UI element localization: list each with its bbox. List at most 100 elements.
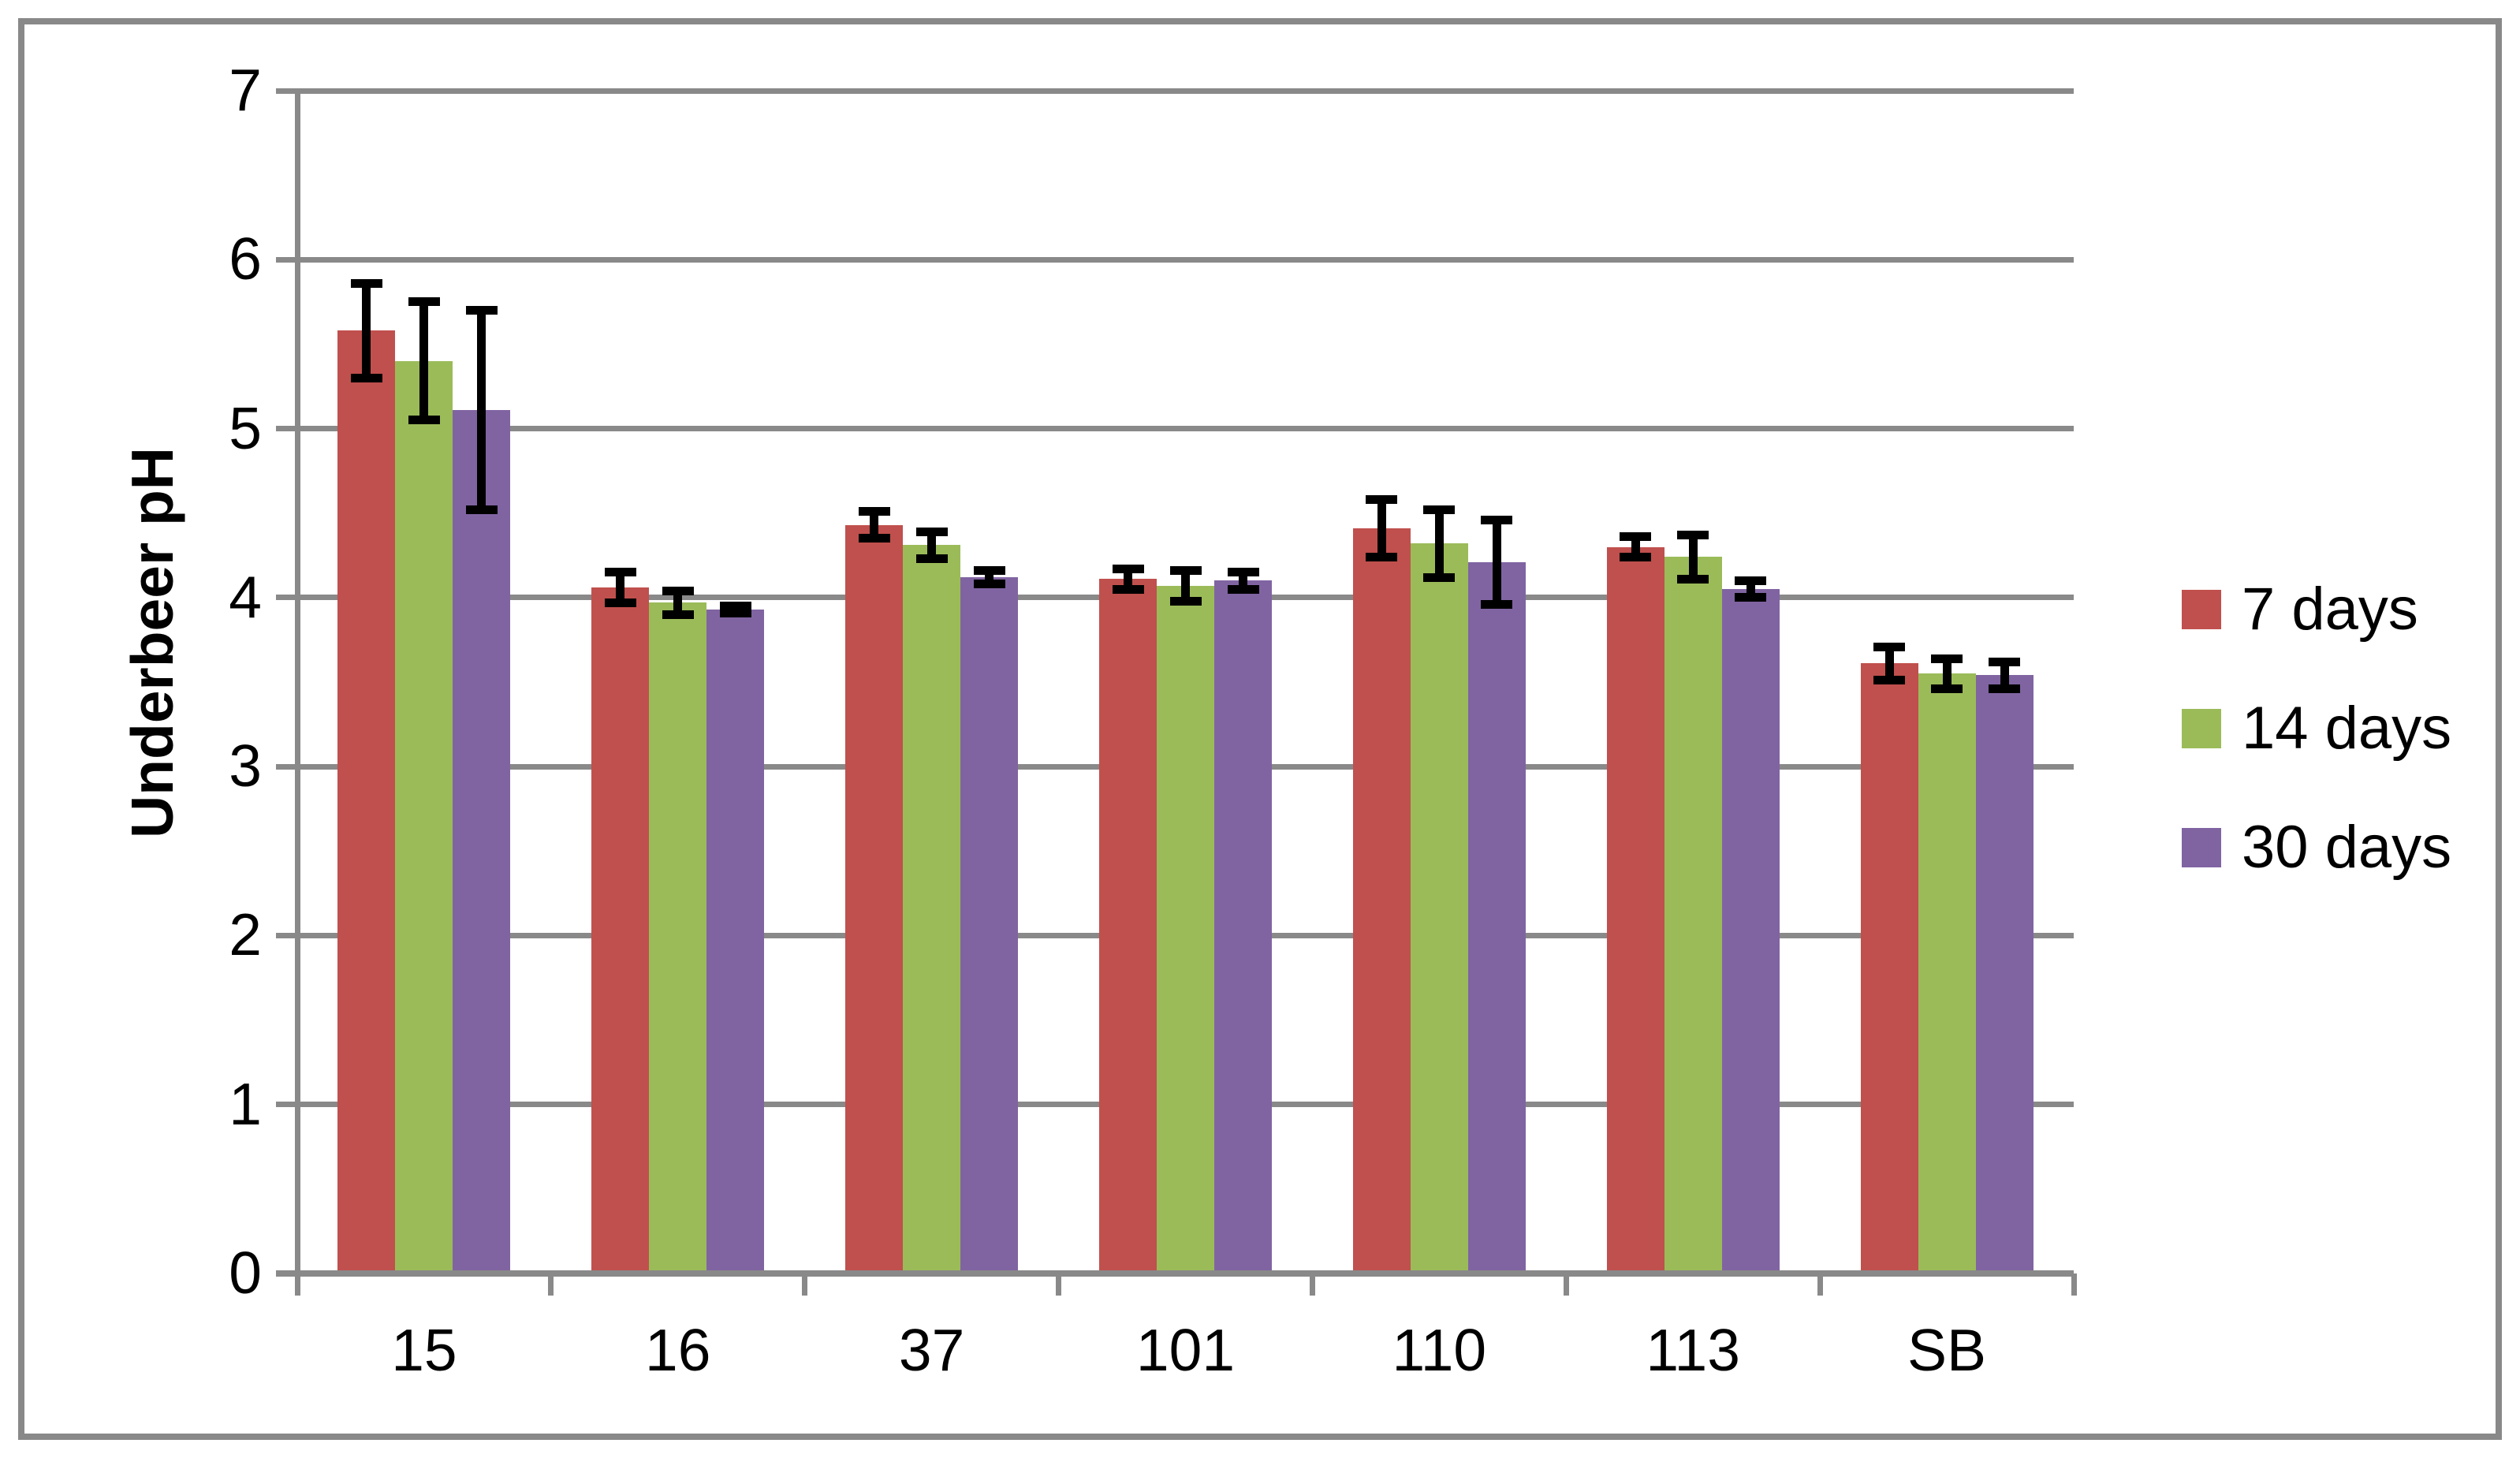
legend-swatch-14-days-icon: [2182, 708, 2221, 748]
error-bar-7-days-15: [362, 283, 371, 378]
x-axis-tick: [1309, 1273, 1315, 1296]
error-bar-14-days-16-cap-top: [662, 586, 694, 595]
error-bar-30-days-113-cap-top: [1735, 576, 1767, 585]
bar-7-days-113: [1606, 546, 1664, 1273]
error-bar-30-days-110-cap-top: [1481, 515, 1513, 524]
error-bar-30-days-113: [1746, 580, 1755, 598]
bar-14-days-110: [1410, 543, 1468, 1273]
bar-7-days-15: [337, 330, 396, 1273]
bar-14-days-113: [1664, 557, 1722, 1273]
bar-14-days-16: [649, 602, 707, 1273]
error-bar-30-days-101-cap-top: [1227, 568, 1259, 577]
error-bar-30-days-15-cap-top: [465, 306, 498, 315]
error-bar-14-days-110-cap-top: [1423, 505, 1456, 514]
y-tick-label: 3: [229, 733, 262, 800]
legend: 7 days 14 days 30 days: [2182, 579, 2451, 946]
x-axis-line: [276, 1270, 2074, 1276]
error-bar-7-days-15-cap-bottom: [350, 373, 382, 382]
error-bar-7-days-110-cap-bottom: [1366, 552, 1398, 561]
legend-label: 7 days: [2242, 575, 2418, 643]
bar-30-days-113: [1721, 589, 1780, 1273]
error-bar-30-days-110: [1492, 520, 1501, 605]
x-axis-tick: [1563, 1273, 1569, 1296]
error-bar-30-days-15: [477, 310, 486, 510]
error-bar-14-days-110-cap-bottom: [1423, 572, 1456, 582]
figure-border: [18, 18, 2502, 1440]
error-bar-7-days-101-cap-bottom: [1112, 584, 1144, 594]
error-bar-7-days-37: [870, 511, 879, 539]
error-bar-30-days-15-cap-bottom: [465, 505, 498, 514]
x-tick-label-110: 110: [1392, 1317, 1487, 1383]
error-bar-30-days-16-cap-bottom: [719, 608, 751, 617]
legend-swatch-30-days-icon: [2182, 827, 2221, 867]
x-axis-tick: [548, 1273, 554, 1296]
error-bar-30-days-SB: [2000, 662, 2009, 689]
error-bar-14-days-15-cap-bottom: [408, 416, 440, 425]
bar-7-days-101: [1099, 579, 1157, 1273]
error-bar-30-days-101: [1239, 572, 1247, 590]
error-bar-30-days-37-cap-top: [973, 566, 1005, 576]
bar-14-days-SB: [1918, 673, 1976, 1273]
legend-label: 30 days: [2242, 813, 2452, 881]
error-bar-14-days-37: [927, 531, 937, 559]
bar-30-days-37: [960, 577, 1019, 1273]
error-bar-14-days-113-cap-top: [1677, 531, 1709, 540]
x-axis-tick: [294, 1273, 300, 1296]
x-axis-tick: [802, 1273, 808, 1296]
error-bar-7-days-101-cap-top: [1112, 564, 1144, 573]
error-bar-14-days-15-cap-top: [408, 297, 440, 307]
error-bar-7-days-16: [616, 572, 625, 603]
bar-14-days-37: [903, 545, 961, 1273]
error-bar-14-days-110: [1434, 509, 1444, 578]
error-bar-7-days-37-cap-top: [858, 507, 890, 516]
error-bar-7-days-110-cap-top: [1366, 495, 1398, 505]
bar-30-days-SB: [1975, 675, 2034, 1273]
y-tick-label: 4: [229, 563, 262, 630]
y-tick-label: 1: [229, 1070, 262, 1137]
error-bar-14-days-SB-cap-top: [1931, 654, 1963, 663]
bar-7-days-SB: [1860, 663, 1918, 1273]
plot-area: Underbeer pH 0 1 2 3 4 5 6 7 15 16 37 101 110 113 SB: [119, 61, 2077, 1380]
error-bar-14-days-SB: [1942, 658, 1952, 689]
gridline-y-5: [276, 426, 2074, 432]
gridline-y-7: [276, 88, 2074, 94]
gridline-y-6: [276, 256, 2074, 263]
legend-item-30-days: 30 days: [2182, 817, 2451, 877]
error-bar-7-days-16-cap-top: [604, 568, 636, 577]
legend-swatch-7-days-icon: [2182, 589, 2221, 629]
error-bar-7-days-SB: [1884, 647, 1894, 681]
legend-item-7-days: 7 days: [2182, 579, 2451, 639]
legend-label: 14 days: [2242, 694, 2452, 762]
error-bar-14-days-16: [673, 591, 683, 615]
error-bar-14-days-37-cap-bottom: [915, 554, 948, 564]
error-bar-7-days-SB-cap-top: [1873, 642, 1906, 651]
error-bar-7-days-16-cap-bottom: [604, 598, 636, 607]
bar-14-days-15: [395, 360, 453, 1273]
bar-30-days-16: [706, 609, 765, 1273]
x-axis-tick: [1056, 1273, 1062, 1296]
error-bar-30-days-113-cap-bottom: [1735, 593, 1767, 602]
error-bar-30-days-37: [985, 570, 994, 584]
y-tick-label: 7: [229, 57, 262, 123]
y-tick-label: 6: [229, 226, 262, 293]
x-tick-label-113: 113: [1646, 1317, 1740, 1383]
error-bar-30-days-SB-cap-bottom: [1989, 684, 2021, 694]
bar-7-days-110: [1352, 528, 1411, 1273]
bar-30-days-101: [1214, 580, 1272, 1273]
bar-7-days-37: [845, 524, 904, 1273]
y-tick-label: 5: [229, 394, 262, 461]
x-tick-label-SB: SB: [1907, 1317, 1987, 1383]
error-bar-14-days-101: [1181, 570, 1190, 602]
error-bar-7-days-101: [1124, 569, 1132, 590]
x-tick-label-15: 15: [391, 1317, 457, 1383]
legend-item-14-days: 14 days: [2182, 698, 2451, 758]
error-bar-30-days-16-cap-top: [719, 602, 751, 611]
error-bar-7-days-37-cap-bottom: [858, 534, 890, 543]
x-tick-label-101: 101: [1135, 1317, 1236, 1383]
error-bar-14-days-101-cap-top: [1169, 566, 1202, 576]
y-axis-line: [295, 91, 300, 1296]
error-bar-30-days-110-cap-bottom: [1481, 599, 1513, 609]
error-bar-7-days-SB-cap-bottom: [1873, 676, 1906, 685]
error-bar-7-days-113: [1631, 536, 1640, 557]
